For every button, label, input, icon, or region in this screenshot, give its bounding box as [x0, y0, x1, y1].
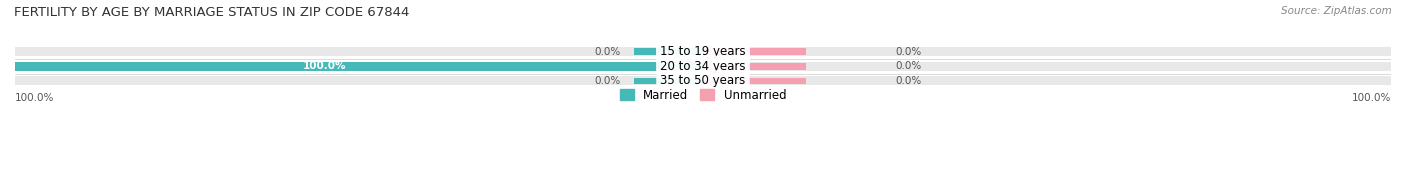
Text: 0.0%: 0.0%	[896, 76, 922, 86]
Text: 100.0%: 100.0%	[1351, 93, 1391, 103]
Text: 0.0%: 0.0%	[896, 61, 922, 71]
Bar	[15, 62, 703, 71]
Text: 100.0%: 100.0%	[15, 93, 55, 103]
Bar	[634, 48, 703, 55]
Bar	[15, 76, 1391, 85]
Text: 0.0%: 0.0%	[896, 47, 922, 57]
Bar	[634, 78, 703, 84]
Bar	[703, 48, 806, 55]
Text: 15 to 19 years: 15 to 19 years	[661, 45, 745, 58]
Text: 0.0%: 0.0%	[595, 47, 620, 57]
Bar	[15, 47, 1391, 56]
Bar	[15, 62, 1391, 71]
Text: 0.0%: 0.0%	[595, 76, 620, 86]
Bar	[703, 63, 806, 70]
Bar	[703, 78, 806, 84]
Text: 20 to 34 years: 20 to 34 years	[661, 60, 745, 73]
Text: FERTILITY BY AGE BY MARRIAGE STATUS IN ZIP CODE 67844: FERTILITY BY AGE BY MARRIAGE STATUS IN Z…	[14, 6, 409, 19]
Text: 35 to 50 years: 35 to 50 years	[661, 74, 745, 87]
Legend: Married, Unmarried: Married, Unmarried	[614, 84, 792, 106]
Text: Source: ZipAtlas.com: Source: ZipAtlas.com	[1281, 6, 1392, 16]
Text: 100.0%: 100.0%	[302, 61, 346, 71]
